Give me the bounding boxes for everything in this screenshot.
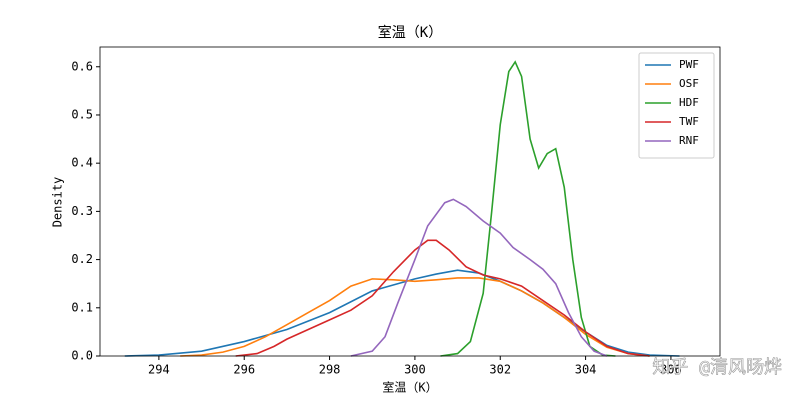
x-tick-label: 298: [319, 363, 341, 377]
x-tick-label: 296: [233, 363, 255, 377]
x-axis-label: 室温（K）: [382, 380, 437, 395]
y-tick-label: 0.1: [71, 300, 93, 314]
y-tick-label: 0.6: [71, 59, 93, 73]
y-tick-label: 0.0: [71, 349, 93, 363]
x-tick-label: 294: [148, 363, 170, 377]
legend-box: [638, 52, 715, 159]
x-tick-label: 304: [575, 363, 597, 377]
legend-label: HDF: [679, 96, 699, 109]
legend-label: RNF: [679, 134, 699, 147]
density-line: [350, 198, 608, 357]
density-line: [180, 277, 650, 357]
legend-label: OSF: [679, 77, 699, 90]
legend-label: TWF: [679, 115, 699, 128]
y-tick-label: 0.3: [71, 204, 93, 218]
y-tick-label: 0.4: [71, 156, 93, 170]
watermark: 知乎 @清风旸烨: [652, 357, 782, 378]
y-tick-label: 0.5: [71, 107, 93, 121]
density-line: [124, 269, 680, 357]
legend: PWF OSF HDF TWF RNF: [638, 52, 715, 159]
density-line: [235, 239, 650, 357]
plot-frame: [99, 46, 721, 357]
density-line: [440, 60, 616, 357]
x-tick-label: 302: [489, 363, 511, 377]
chart-title: 室温（K）: [378, 24, 442, 41]
x-tick-label: 306: [660, 363, 682, 377]
x-tick-label: 300: [404, 363, 426, 377]
legend-label: PWF: [679, 58, 699, 71]
y-axis-label: Density: [51, 177, 65, 228]
y-tick-label: 0.2: [71, 252, 93, 266]
